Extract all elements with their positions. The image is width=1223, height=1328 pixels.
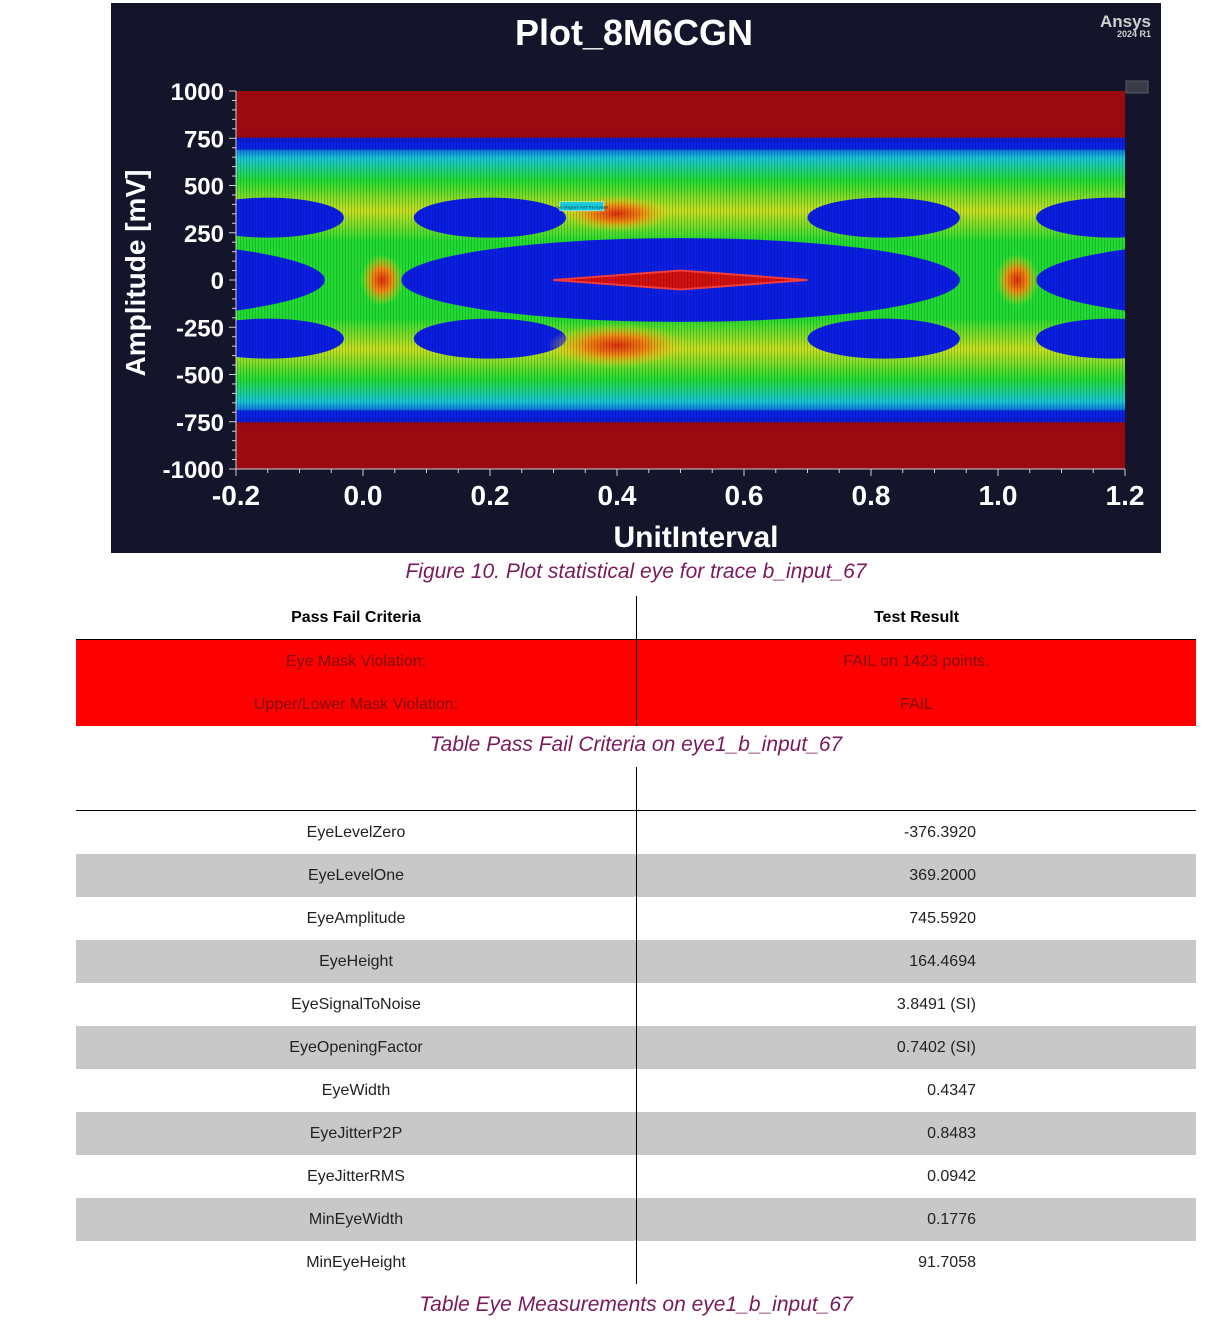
measurements-header-row [76, 767, 1196, 811]
x-tick-label: 0.2 [471, 480, 510, 511]
x-tick-label: 1.0 [979, 480, 1018, 511]
y-tick-label: -750 [176, 410, 224, 437]
y-tick-label: 1000 [171, 79, 224, 106]
measurement-value: 3.8491 (SI) [636, 983, 1196, 1026]
measurement-name: EyeSignalToNoise [76, 983, 637, 1026]
measurement-value: 369.2000 [636, 854, 1196, 897]
measurements-table: EyeLevelZero -376.3920 EyeLevelOne 369.200… [76, 767, 1196, 1284]
plot-title: Plot_8M6CGN [515, 12, 753, 53]
table-row: MinEyeWidth 0.1776 [76, 1198, 1196, 1241]
measurement-name: EyeWidth [76, 1069, 637, 1112]
x-axis-label: UnitInterval [613, 521, 778, 553]
lower-mask-band [236, 421, 1125, 469]
measurement-name: EyeJitterP2P [76, 1112, 637, 1155]
result-header: Test Result [636, 596, 1196, 640]
measurement-value-header [636, 767, 1196, 811]
measurement-value: 745.5920 [636, 897, 1196, 940]
measurement-name-header [76, 767, 637, 811]
pass-fail-caption: Table Pass Fail Criteria on eye1_b_input… [429, 733, 843, 756]
x-tick-label: 0.0 [344, 480, 383, 511]
y-tick-label: 250 [184, 221, 224, 248]
measurement-value: -376.3920 [636, 810, 1196, 854]
table-row: EyeLevelOne 369.2000 [76, 854, 1196, 897]
pass-fail-table: Pass Fail Criteria Test Result Eye Mask … [76, 596, 1196, 726]
y-tick-label: 0 [211, 268, 224, 295]
measurement-name: EyeJitterRMS [76, 1155, 637, 1198]
table-row: EyeAmplitude 745.5920 [76, 897, 1196, 940]
measurement-value: 0.8483 [636, 1112, 1196, 1155]
table-row: EyeLevelZero -376.3920 [76, 810, 1196, 854]
measurement-value: 164.4694 [636, 940, 1196, 983]
x-tick-label: 0.8 [852, 480, 891, 511]
measurement-value: 0.7402 (SI) [636, 1026, 1196, 1069]
measurement-name: EyeLevelZero [76, 810, 637, 854]
upper-mask-band [236, 91, 1125, 139]
table-row: EyeOpeningFactor 0.7402 (SI) [76, 1026, 1196, 1069]
y-tick-label: -500 [176, 363, 224, 390]
x-tick-label: 0.6 [725, 480, 764, 511]
measurement-name: EyeAmplitude [76, 897, 637, 940]
x-tick-label: 0.4 [598, 480, 637, 511]
measurement-name: MinEyeHeight [76, 1241, 637, 1284]
table-row: EyeJitterP2P 0.8483 [76, 1112, 1196, 1155]
annotation-box [559, 201, 605, 212]
measurement-value: 91.7058 [636, 1241, 1196, 1284]
pass-fail-row-eye-mask: Eye Mask Violation: FAIL on 1423 points. [76, 639, 1196, 683]
table-row: EyeSignalToNoise 3.8491 (SI) [76, 983, 1196, 1026]
y-tick-label: 500 [184, 174, 224, 201]
y-tick-label: -1000 [163, 457, 224, 484]
annotation-text: Eye Diagram Test Trio Eyeabl [556, 204, 609, 209]
y-tick-label: -250 [176, 315, 224, 342]
ansys-logo: Ansys [1100, 12, 1151, 31]
result-cell: FAIL [636, 683, 1196, 726]
pass-fail-row-upper-lower-mask: Upper/Lower Mask Violation: FAIL [76, 683, 1196, 726]
measurement-value: 0.4347 [636, 1069, 1196, 1112]
criteria-cell: Upper/Lower Mask Violation: [76, 683, 637, 726]
y-axis-label: Amplitude [mV] [120, 170, 151, 377]
table-row: EyeHeight 164.4694 [76, 940, 1196, 983]
measurement-name: MinEyeWidth [76, 1198, 637, 1241]
eye-diagram-plot: Plot_8M6CGN Ansys 2024 R1 Eye Diagram Te… [111, 3, 1161, 553]
table-row: EyeJitterRMS 0.0942 [76, 1155, 1196, 1198]
measurement-value: 0.0942 [636, 1155, 1196, 1198]
measurement-value: 0.1776 [636, 1198, 1196, 1241]
criteria-header: Pass Fail Criteria [76, 596, 637, 640]
measurement-name: EyeOpeningFactor [76, 1026, 637, 1069]
criteria-cell: Eye Mask Violation: [76, 639, 637, 683]
axes: 1000 750 500 250 0 -250 -500 -750 -1000-0.2 0.0 0.… [163, 79, 1145, 511]
measurement-name: EyeHeight [76, 940, 637, 983]
pass-fail-header-row: Pass Fail Criteria Test Result [76, 596, 1196, 640]
table-row: MinEyeHeight 91.7058 [76, 1241, 1196, 1284]
x-tick-label: 1.2 [1106, 480, 1145, 511]
measurements-caption: Table Eye Measurements on eye1_b_input_6… [419, 1293, 853, 1316]
figure-caption: Figure 10. Plot statistical eye for trac… [405, 560, 867, 583]
colorbar-handle[interactable] [1125, 80, 1149, 94]
result-cell: FAIL on 1423 points. [636, 639, 1196, 683]
table-row: EyeWidth 0.4347 [76, 1069, 1196, 1112]
ansys-version: 2024 R1 [1117, 29, 1151, 39]
x-tick-label: -0.2 [212, 480, 260, 511]
density-texture [236, 135, 1125, 425]
measurement-name: EyeLevelOne [76, 854, 637, 897]
y-tick-label: 750 [184, 126, 224, 153]
plot-area: Eye Diagram Test Trio Eyeabl [236, 91, 1125, 469]
